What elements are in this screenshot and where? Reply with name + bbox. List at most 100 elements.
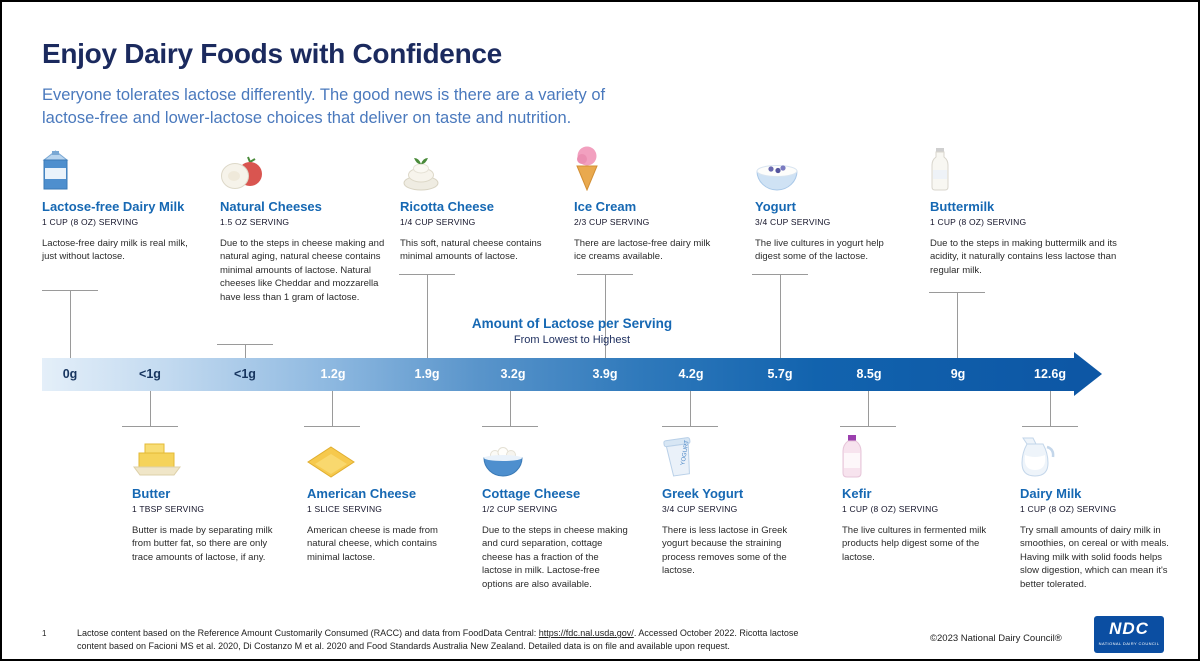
svg-text:YOGURT: YOGURT — [680, 440, 690, 467]
ndc-logo-text: NDC — [1109, 619, 1149, 638]
item-name: Yogurt — [755, 199, 796, 214]
item-description: Due to the steps in making buttermilk an… — [930, 238, 1117, 276]
ndc-logo: NDC NATIONAL DAIRY COUNCIL — [1094, 616, 1164, 653]
item-serving: 1 TBSP SERVING — [132, 504, 205, 514]
item-butter: Butter 1 TBSP SERVING Butter is made by … — [132, 432, 282, 564]
connector-line — [662, 426, 718, 427]
item-description: There is less lactose in Greek yogurt be… — [662, 525, 788, 577]
item-natural-cheeses: Natural Cheeses 1.5 OZ SERVING Due to th… — [220, 145, 390, 304]
item-description: American cheese is made from natural che… — [307, 525, 438, 563]
item-serving: 3/4 CUP SERVING — [662, 504, 738, 514]
scale-subtitle: From Lowest to Highest — [513, 334, 631, 346]
milk-jug-icon — [1020, 432, 1178, 478]
connector-line — [510, 391, 511, 426]
connector-line — [690, 391, 691, 426]
tick-label: 12.6g — [1034, 367, 1066, 381]
tick-label: 9g — [950, 367, 966, 381]
kefir-bottle-icon — [842, 432, 994, 478]
item-cottage-cheese: Cottage Cheese 1/2 CUP SERVING Due to th… — [482, 432, 630, 591]
ice-cream-cone-icon — [574, 145, 714, 191]
item-description: Butter is made by separating milk from b… — [132, 525, 273, 563]
page-subtitle: Everyone tolerates lactose differently. … — [42, 86, 606, 127]
cheese-slice-icon — [307, 432, 457, 478]
connector-line — [482, 426, 538, 427]
milk-carton-icon — [42, 145, 200, 191]
item-serving: 3/4 CUP SERVING — [755, 217, 831, 227]
item-serving: 1 CUP (8 OZ) SERVING — [1020, 504, 1117, 514]
connector-line — [605, 274, 606, 358]
footnote-number: 1 — [42, 629, 47, 638]
yogurt-container-icon: YOGURT — [662, 432, 810, 478]
connector-line — [868, 391, 869, 426]
page-title: Enjoy Dairy Foods with Confidence — [42, 38, 502, 69]
connector-line — [122, 426, 178, 427]
item-description: The live cultures in yogurt help digest … — [755, 238, 884, 263]
tick-label: 0g — [62, 367, 78, 381]
ricotta-icon — [400, 145, 565, 191]
footnote-text-after: . Accessed October 2022. Ricotta lactose… — [77, 628, 799, 652]
item-name: Buttermilk — [930, 199, 995, 214]
item-name: Dairy Milk — [1020, 486, 1082, 501]
item-name: Ricotta Cheese — [400, 199, 494, 214]
tick-label: <1g — [139, 367, 161, 381]
item-kefir: Kefir 1 CUP (8 OZ) SERVING The live cult… — [842, 432, 994, 564]
item-name: Cottage Cheese — [482, 486, 581, 501]
tick-label: 3.9g — [592, 367, 618, 381]
item-ricotta-cheese: Ricotta Cheese 1/4 CUP SERVING This soft… — [400, 145, 565, 264]
footnote-text: Lactose content based on the Reference A… — [77, 627, 807, 653]
item-dairy-milk: Dairy Milk 1 CUP (8 OZ) SERVING Try smal… — [1020, 432, 1178, 591]
ndc-logo-subtext: NATIONAL DAIRY COUNCIL — [1098, 641, 1160, 646]
item-buttermilk: Buttermilk 1 CUP (8 OZ) SERVING Due to t… — [930, 145, 1126, 277]
footnote-text-before: Lactose content based on the Reference A… — [77, 628, 539, 638]
copyright-text: ©2023 National Dairy Council® — [930, 633, 1062, 644]
tick-label: 4.2g — [678, 367, 704, 381]
butter-icon — [132, 432, 282, 478]
item-name: Natural Cheeses — [220, 199, 322, 214]
tick-label: <1g — [234, 367, 256, 381]
item-name: Greek Yogurt — [662, 486, 744, 501]
item-yogurt: Yogurt 3/4 CUP SERVING The live cultures… — [755, 145, 895, 264]
milk-bottle-icon — [930, 145, 1126, 191]
item-name: Kefir — [842, 486, 872, 501]
connector-line — [957, 292, 958, 358]
item-serving: 1.5 OZ SERVING — [220, 217, 290, 227]
connector-line — [427, 274, 428, 358]
item-description: Try small amounts of dairy milk in smoot… — [1020, 525, 1169, 590]
item-description: There are lactose-free dairy milk ice cr… — [574, 238, 711, 263]
item-description: This soft, natural cheese contains minim… — [400, 238, 542, 263]
tick-label: 8.5g — [856, 367, 882, 381]
item-name: Butter — [132, 486, 171, 501]
connector-line — [840, 426, 896, 427]
connector-line — [304, 426, 360, 427]
arrow-head — [1074, 352, 1102, 396]
item-serving: 1/4 CUP SERVING — [400, 217, 476, 227]
connector-line — [780, 274, 781, 358]
item-lactose-free-dairy-milk: Lactose-free Dairy Milk 1 CUP (8 OZ) SER… — [42, 145, 200, 264]
connector-line — [332, 391, 333, 426]
item-description: Lactose-free dairy milk is real milk, ju… — [42, 238, 188, 263]
tick-label: 1.2g — [320, 367, 346, 381]
fdc-link[interactable]: https://fdc.nal.usda.gov/ — [538, 628, 634, 638]
connector-line — [1050, 391, 1051, 426]
tick-label: 3.2g — [500, 367, 526, 381]
item-name: Lactose-free Dairy Milk — [42, 199, 185, 214]
connector-line — [70, 290, 71, 358]
mozzarella-tomato-icon — [220, 145, 390, 191]
item-ice-cream: Ice Cream 2/3 CUP SERVING There are lact… — [574, 145, 714, 264]
item-name: American Cheese — [307, 486, 417, 501]
scale-title: Amount of Lactose per Serving — [471, 316, 673, 331]
item-greek-yogurt: YOGURT Greek Yogurt 3/4 CUP SERVING Ther… — [662, 432, 810, 578]
item-serving: 1 CUP (8 OZ) SERVING — [42, 217, 139, 227]
item-serving: 2/3 CUP SERVING — [574, 217, 650, 227]
item-serving: 1 SLICE SERVING — [307, 504, 383, 514]
tick-label: 1.9g — [414, 367, 440, 381]
tick-label: 5.7g — [767, 367, 793, 381]
cottage-cheese-bowl-icon — [482, 432, 630, 478]
item-serving: 1/2 CUP SERVING — [482, 504, 558, 514]
lactose-scale-arrow: 0g <1g <1g 1.2g 1.9g 3.2g 3.9g 4.2g 5.7g… — [42, 358, 1074, 391]
item-description: Due to the steps in cheese making and cu… — [482, 525, 628, 590]
connector-line — [1022, 426, 1078, 427]
item-serving: 1 CUP (8 OZ) SERVING — [842, 504, 939, 514]
item-name: Ice Cream — [574, 199, 637, 214]
